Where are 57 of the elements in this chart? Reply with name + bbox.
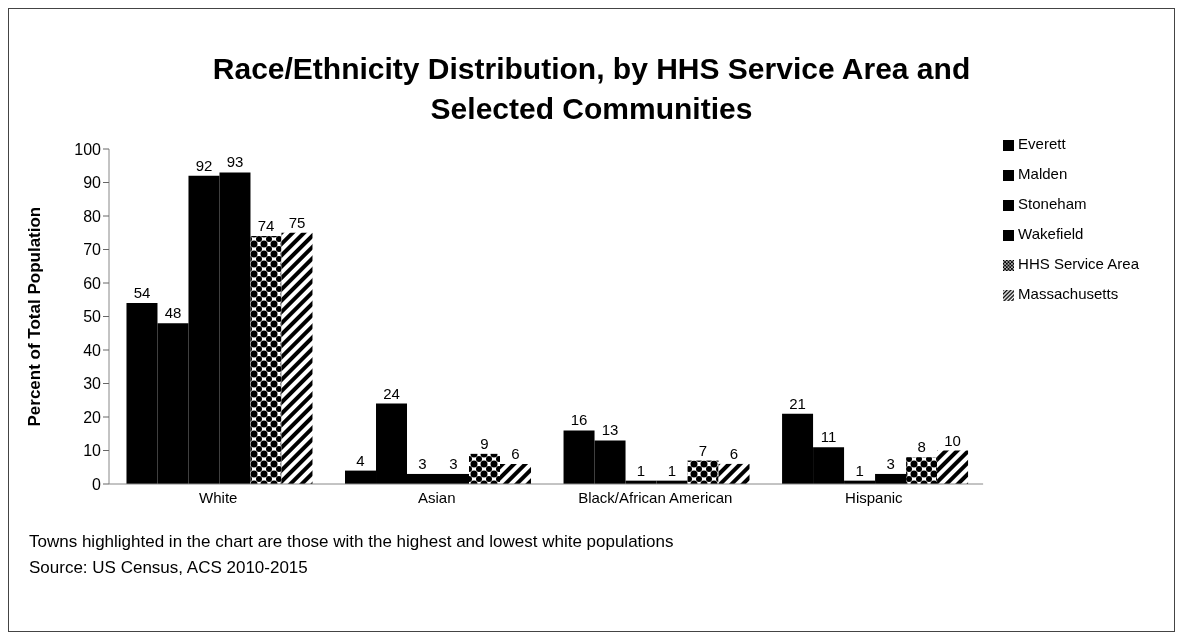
legend-label: Everett: [1018, 135, 1066, 152]
data-label: 10: [944, 431, 961, 449]
data-label: 11: [820, 428, 837, 446]
source-note: Source: US Census, ACS 2010-2015: [29, 557, 309, 579]
bar: [250, 236, 282, 484]
x-tick-label: Hispanic: [845, 488, 904, 506]
data-label: 21: [789, 394, 806, 412]
bar: [500, 463, 532, 484]
data-label: 1: [855, 461, 864, 479]
y-tick-label: 0: [92, 475, 102, 493]
data-label: 8: [917, 438, 926, 456]
bar: [469, 453, 501, 484]
chart-title: Race/Ethnicity Distribution, by HHS Service Area and Selected Communities: [211, 51, 972, 127]
legend-label: Massachusetts: [1018, 285, 1119, 302]
data-label: 93: [226, 153, 244, 171]
data-label: 16: [570, 411, 588, 429]
x-tick-label: Asian: [418, 488, 456, 506]
bar: [906, 457, 938, 484]
x-tick-label: White: [199, 488, 238, 506]
y-tick-label: 100: [74, 140, 102, 158]
legend-label: HHS Service Area: [1018, 255, 1139, 272]
legend-label: Wakefield: [1018, 225, 1084, 242]
y-tick-label: 50: [83, 308, 102, 326]
legend-label: Malden: [1018, 165, 1068, 182]
bar: [687, 460, 719, 484]
data-label: 3: [418, 454, 427, 472]
data-label: 75: [288, 213, 306, 231]
bar: [718, 463, 750, 484]
y-tick-label: 90: [83, 174, 102, 192]
data-label: 1: [667, 461, 677, 479]
y-tick-label: 30: [83, 375, 102, 393]
data-label: 6: [511, 444, 520, 462]
data-label: 7: [698, 441, 708, 459]
legend-label: Stoneham: [1018, 195, 1087, 212]
y-tick-label: 60: [83, 274, 102, 292]
x-tick-label: Black/African American: [578, 488, 733, 506]
data-label: 54: [133, 284, 151, 302]
bar: [281, 232, 313, 484]
data-label: 74: [257, 217, 275, 235]
y-tick-label: 70: [83, 241, 102, 259]
data-label: 24: [383, 384, 400, 402]
y-tick-label: 80: [83, 207, 102, 225]
data-label: 92: [195, 156, 213, 174]
data-label: 1: [636, 461, 646, 479]
y-axis-title: Percent of Total Population: [25, 206, 45, 427]
data-label: 3: [449, 454, 458, 472]
y-tick-label: 10: [83, 442, 102, 460]
y-tick-label: 40: [83, 341, 102, 359]
bar: [937, 450, 969, 484]
data-label: 3: [886, 454, 895, 472]
data-label: 9: [480, 434, 489, 452]
data-label: 48: [164, 304, 182, 322]
data-label: 6: [729, 444, 739, 462]
data-label: 4: [356, 451, 365, 469]
data-label: 13: [601, 421, 619, 439]
y-tick-label: 20: [83, 408, 102, 426]
text: Towns highlighted in the chart are those with the highest and lowest white populations: [29, 531, 675, 553]
